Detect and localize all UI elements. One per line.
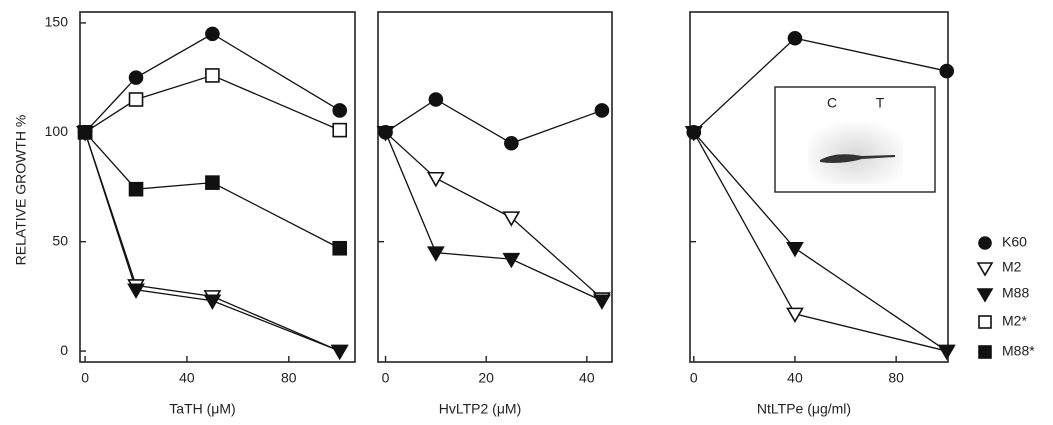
x-tick-label: 40: [579, 370, 595, 386]
x-tick-label: 20: [478, 370, 494, 386]
marker: [330, 344, 349, 361]
plot-frame: [377, 11, 613, 363]
marker: [787, 30, 803, 46]
x-tick-label: 0: [382, 370, 390, 386]
x-tick-label: 40: [787, 370, 803, 386]
x-tick-label: 80: [888, 370, 904, 386]
marker: [786, 307, 804, 323]
marker: [428, 92, 444, 107]
series-line: [84, 132, 340, 352]
marker: [203, 294, 222, 310]
legend-label: K60: [1002, 234, 1027, 250]
plot-frame: [689, 11, 949, 363]
series-line: [84, 33, 341, 133]
y-axis-label: RELATIVE GROWTH %: [13, 115, 29, 266]
legend-marker: [976, 288, 994, 303]
legend-marker: [978, 236, 992, 250]
marker: [786, 241, 804, 258]
marker: [77, 125, 93, 140]
inset-label: C: [827, 95, 837, 111]
marker: [426, 246, 445, 262]
legend-label: M88*: [1002, 343, 1035, 359]
x-axis-label: HvLTP2 (μM): [439, 401, 521, 417]
x-axis-label: TaTH (μM): [169, 401, 235, 417]
marker: [937, 344, 956, 361]
marker: [205, 68, 220, 83]
x-axis-label: NtLTPe (μg/ml): [757, 401, 851, 417]
plot-frame: [79, 11, 356, 363]
marker: [504, 135, 519, 151]
legend-marker: [976, 262, 994, 277]
series-line: [84, 74, 340, 133]
marker: [593, 294, 611, 310]
marker: [128, 92, 144, 107]
inset-band: [820, 154, 895, 163]
legend-label: M88: [1002, 285, 1029, 301]
marker: [684, 126, 703, 142]
marker: [332, 103, 348, 118]
y-tick-label: 150: [45, 14, 69, 30]
x-tick-label: 0: [690, 370, 698, 386]
x-tick-label: 0: [81, 370, 89, 386]
y-tick-label: 0: [60, 342, 68, 358]
x-tick-label: 80: [281, 370, 297, 386]
series-line: [385, 98, 603, 144]
legend-marker: [978, 315, 992, 329]
y-tick-label: 50: [52, 232, 68, 248]
marker: [426, 171, 445, 188]
marker: [502, 252, 521, 269]
marker: [332, 122, 348, 138]
series-line: [385, 131, 603, 300]
marker: [332, 240, 348, 256]
inset-label: T: [876, 95, 885, 111]
series-line: [84, 131, 341, 249]
inset-blot: [808, 122, 903, 184]
legend-marker: [978, 345, 992, 359]
legend-label: M2*: [1002, 313, 1027, 329]
marker: [939, 63, 955, 79]
marker: [127, 283, 145, 299]
series-line: [84, 132, 340, 352]
series-line: [384, 132, 603, 302]
marker: [128, 181, 144, 197]
marker: [376, 126, 395, 142]
legend-label: M2: [1002, 259, 1022, 275]
marker: [205, 26, 220, 42]
x-tick-label: 40: [179, 370, 195, 386]
marker: [502, 211, 521, 227]
y-tick-label: 100: [45, 123, 69, 139]
marker: [594, 103, 610, 118]
marker: [205, 175, 220, 190]
marker: [128, 70, 144, 85]
